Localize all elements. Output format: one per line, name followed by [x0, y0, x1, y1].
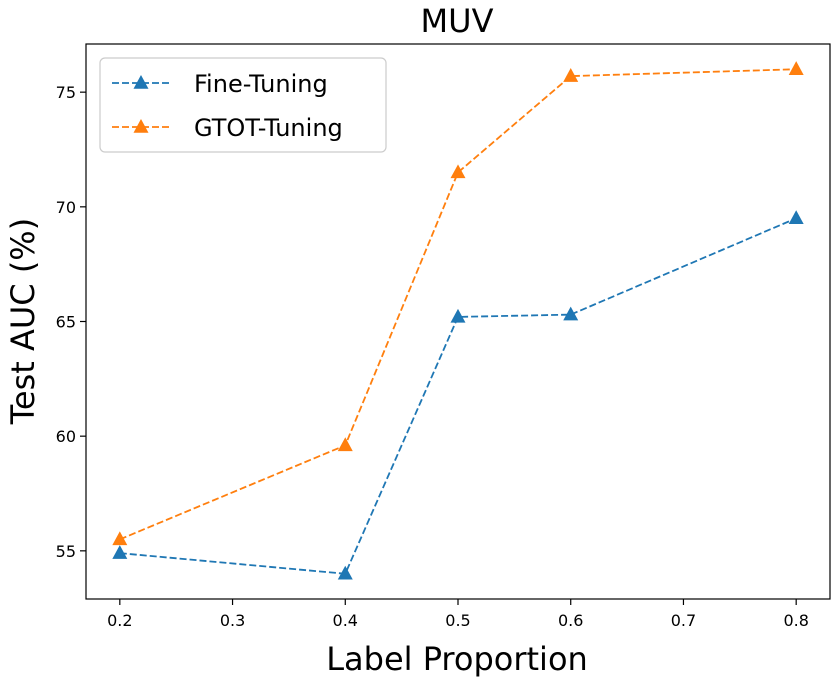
y-axis-title: Test AUC (%) [4, 218, 42, 425]
legend-marker [133, 74, 149, 89]
legend-label: GTOT-Tuning [194, 114, 343, 142]
data-point [563, 306, 579, 321]
x-tick-label: 0.3 [220, 611, 245, 630]
data-point [450, 164, 466, 179]
x-tick-label: 0.4 [333, 611, 358, 630]
series-line [119, 68, 797, 541]
legend-label: Fine-Tuning [194, 70, 328, 98]
legend-box [99, 57, 387, 153]
y-tick-label: 55 [56, 542, 76, 561]
data-point [337, 565, 353, 580]
data-point [337, 437, 353, 452]
legend-marker [133, 118, 149, 133]
legend: Fine-Tuning GTOT-Tuning [99, 57, 387, 153]
y-tick-label: 65 [56, 313, 76, 332]
x-axis-title: Label Proportion [326, 640, 588, 678]
data-point [112, 531, 128, 546]
y-tick-label: 60 [56, 427, 76, 446]
series-gtot-tuning [112, 61, 804, 546]
x-tick-label: 0.5 [445, 611, 470, 630]
data-point [788, 61, 804, 75]
x-axis: 0.2 0.3 0.4 0.5 0.6 0.7 0.8 [107, 599, 809, 630]
data-point [450, 308, 466, 323]
x-tick-label: 0.2 [107, 611, 132, 630]
data-point [112, 545, 128, 559]
x-tick-label: 0.8 [783, 611, 808, 630]
data-point [788, 210, 804, 225]
series-line [119, 217, 797, 575]
series-fine-tuning [112, 210, 804, 580]
x-tick-label: 0.7 [671, 611, 696, 630]
data-point [563, 68, 579, 82]
y-tick-label: 75 [56, 83, 76, 102]
series-layer [112, 61, 804, 580]
chart-title: MUV [421, 2, 494, 40]
y-axis: 55 60 65 70 75 [56, 83, 86, 561]
x-tick-label: 0.6 [558, 611, 583, 630]
y-tick-label: 70 [56, 198, 76, 217]
